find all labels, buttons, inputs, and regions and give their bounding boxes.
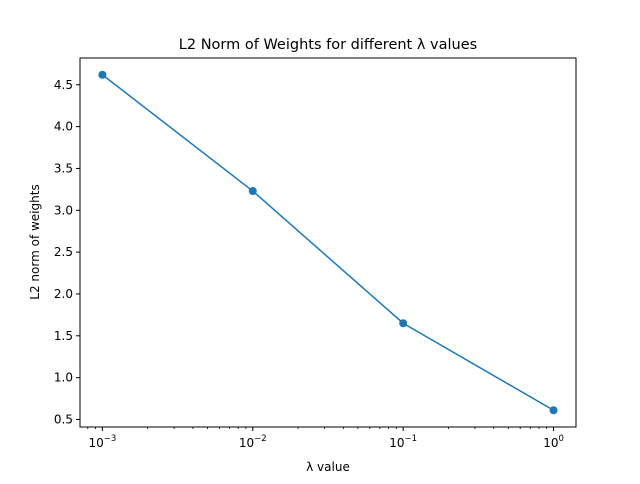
y-axis-label: L2 norm of weights — [28, 184, 42, 299]
x-tick-label: 100 — [543, 434, 564, 450]
data-point — [399, 319, 408, 328]
y-tick-label: 3.0 — [54, 203, 73, 217]
chart-title: L2 Norm of Weights for different λ value… — [179, 37, 477, 53]
data-point — [549, 406, 558, 415]
y-tick-label: 4.5 — [54, 78, 73, 92]
y-tick-label: 2.5 — [54, 245, 73, 259]
y-tick-label: 3.5 — [54, 161, 73, 175]
x-tick-label: 10−2 — [239, 434, 267, 450]
y-tick-label: 4.0 — [54, 120, 73, 134]
x-axis-label: λ value — [306, 460, 350, 474]
data-point — [98, 70, 107, 79]
series-line — [101, 74, 554, 411]
plot-area: 10−3 10−2 10−1 100 0.5 1.0 1.5 2.0 2.5 3.0 3.5 4.0 4… — [54, 70, 564, 450]
x-tick-label: 10−1 — [389, 434, 417, 450]
axes-frame — [79, 57, 577, 428]
y-tick-label: 2.0 — [54, 287, 73, 301]
y-tick-label: 0.5 — [54, 412, 73, 426]
x-tick-label: 10−3 — [88, 434, 116, 450]
y-tick-label: 1.0 — [54, 371, 73, 385]
data-point — [248, 187, 257, 196]
y-tick-label: 1.5 — [54, 329, 73, 343]
